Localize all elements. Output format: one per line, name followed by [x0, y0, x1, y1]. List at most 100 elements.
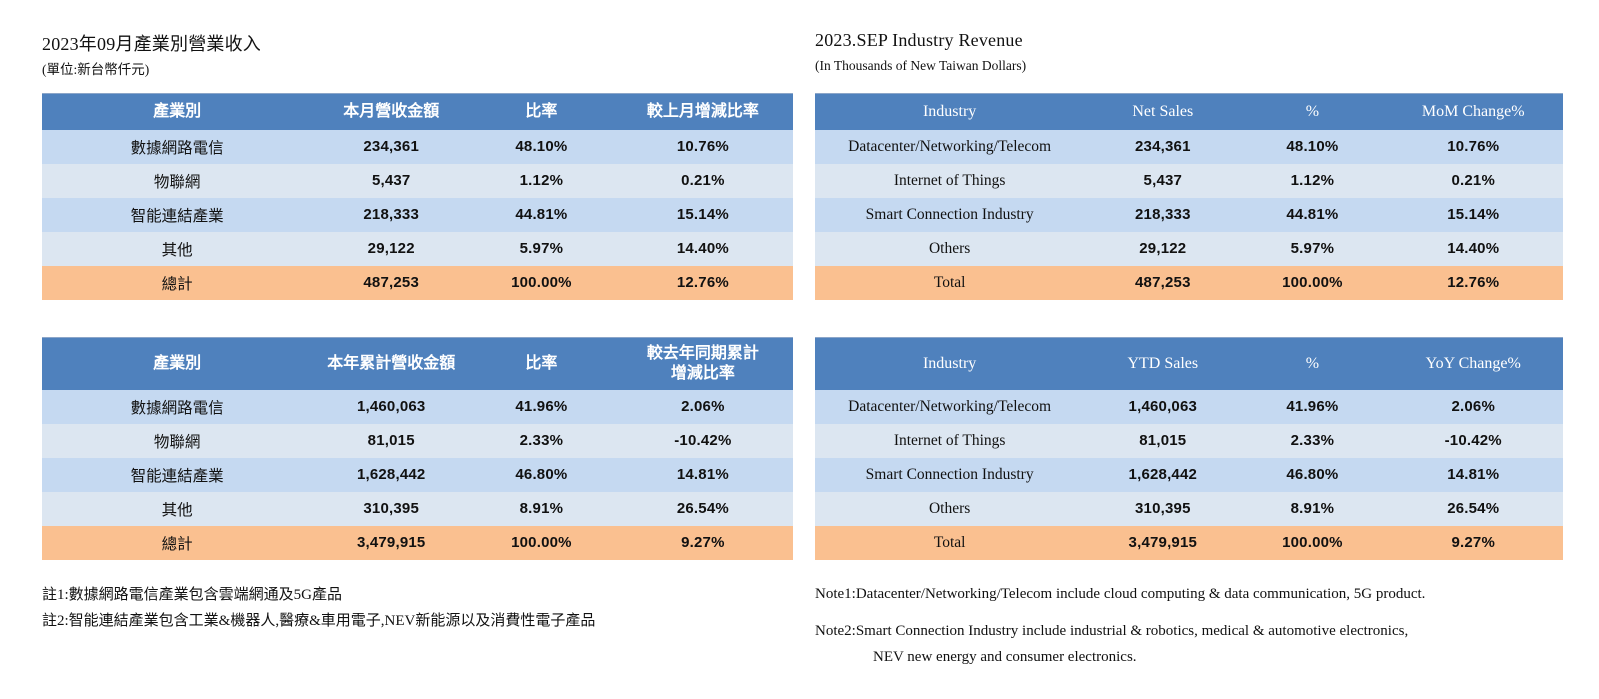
industry-cell: 其他 — [161, 501, 193, 519]
total-row: Total 487,253 100.00% 12.76% — [815, 265, 1563, 300]
industry-cell: 數據網路電信 — [130, 399, 224, 417]
column-header-2: % — [1241, 93, 1384, 130]
table-row: Datacenter/Networking/Telecom 234,361 48.1… — [815, 129, 1563, 164]
report-title-en: 2023.SEP Industry Revenue — [815, 30, 1023, 50]
value-cell: 0.21% — [681, 172, 725, 189]
table-row: Internet of Things 5,437 1.12% 0.21% — [815, 163, 1563, 198]
total-row: Total 3,479,915 100.00% 9.27% — [815, 525, 1563, 560]
value-cell: 1.12% — [1290, 172, 1335, 189]
industry-cell: Others — [928, 239, 971, 257]
column-header-2: 比率 — [470, 93, 613, 130]
value-cell: 14.40% — [676, 240, 729, 257]
value-cell: 41.96% — [1286, 398, 1339, 415]
table-row: 其他 310,395 8.91% 26.54% — [42, 491, 793, 526]
value-cell: 8.91% — [1290, 500, 1335, 517]
value-cell: 14.81% — [1447, 466, 1500, 483]
column-header-1: 本月營收金額 — [312, 93, 471, 130]
table-row: 物聯網 81,015 2.33% -10.42% — [42, 423, 793, 458]
value-cell: 487,253 — [363, 274, 420, 291]
column-header-2: % — [1241, 337, 1384, 390]
report-unit-en: (In Thousands of New Taiwan Dollars) — [815, 58, 1027, 73]
column-header-1: YTD Sales — [1084, 337, 1242, 390]
value-cell: 15.14% — [1447, 206, 1500, 223]
value-cell: 15.14% — [676, 206, 729, 223]
industry-cell: Internet of Things — [893, 431, 1006, 449]
industry-cell: Datacenter/Networking/Telecom — [848, 137, 1052, 155]
table-row: 智能連結產業 1,628,442 46.80% 14.81% — [42, 457, 793, 492]
value-cell: 10.76% — [676, 138, 729, 155]
table-row: 智能連結產業 218,333 44.81% 15.14% — [42, 197, 793, 232]
value-cell: -10.42% — [1444, 432, 1502, 449]
value-cell: 41.96% — [515, 398, 568, 415]
value-cell: 2.33% — [1290, 432, 1335, 449]
value-cell: 9.27% — [1451, 534, 1495, 551]
value-cell: 2.33% — [519, 432, 564, 449]
value-cell: 5,437 — [371, 172, 411, 189]
value-cell: 234,361 — [363, 138, 420, 155]
industry-cell: 智能連結產業 — [130, 467, 224, 485]
monthly-revenue-table-cn: 產業別 本月營收金額 比率 較上月增減比率 數據網路電信 234,361 48.10% 10.… — [42, 93, 793, 300]
industry-cell: Smart Connection Industry — [865, 205, 1034, 223]
value-cell: 2.06% — [1451, 398, 1495, 415]
value-cell: 100.00% — [1282, 534, 1343, 551]
value-cell: 218,333 — [1134, 206, 1191, 223]
table-row: 數據網路電信 1,460,063 41.96% 2.06% — [42, 389, 793, 424]
industry-cell: 數據網路電信 — [130, 139, 224, 157]
column-header-3: 較上月增減比率 — [612, 93, 793, 130]
footnote-2-line1-en: Note2:Smart Connection Industry include … — [815, 623, 1409, 639]
industry-cell: 智能連結產業 — [130, 207, 224, 225]
column-header-3: 較去年同期累計 增減比率 — [612, 337, 793, 390]
industry-cell: Total — [933, 533, 966, 551]
column-header-0: Industry — [815, 337, 1085, 390]
value-cell: 26.54% — [676, 500, 729, 517]
value-cell: 12.76% — [676, 274, 729, 291]
value-cell: 1,460,063 — [356, 398, 426, 415]
value-cell: 3,479,915 — [356, 534, 426, 551]
table-row: Internet of Things 81,015 2.33% -10.42% — [815, 423, 1563, 458]
value-cell: 10.76% — [1447, 138, 1500, 155]
table-row: 物聯網 5,437 1.12% 0.21% — [42, 163, 793, 198]
column-header-1: 本年累計營收金額 — [312, 337, 471, 390]
footnote-2-line2-en: NEV new energy and consumer electronics. — [873, 649, 1137, 665]
footnote-1-cn: 註1:數據網路電信產業包含雲端網通及5G產品 — [42, 587, 343, 603]
report-unit-cn: (單位:新台幣仟元) — [42, 62, 150, 77]
value-cell: 1.12% — [519, 172, 564, 189]
monthly-revenue-table-en: Industry Net Sales% MoM Change% Datacenter/… — [815, 93, 1563, 300]
value-cell: 100.00% — [511, 534, 572, 551]
column-header-1: Net Sales — [1084, 93, 1242, 130]
value-cell: 8.91% — [519, 500, 564, 517]
report-title-cn: 2023年09月產業別營業收入 — [42, 34, 261, 54]
value-cell: 81,015 — [367, 432, 415, 449]
value-cell: 2.06% — [681, 398, 725, 415]
industry-cell: Total — [933, 273, 966, 291]
value-cell: 29,122 — [1139, 240, 1187, 257]
value-cell: 1,460,063 — [1128, 398, 1198, 415]
column-header-0: 產業別 — [42, 337, 313, 390]
value-cell: 14.40% — [1447, 240, 1500, 257]
value-cell: 1,628,442 — [1128, 466, 1198, 483]
industry-cell: Internet of Things — [893, 171, 1006, 189]
industry-cell: 物聯網 — [153, 173, 201, 191]
value-cell: 100.00% — [1282, 274, 1343, 291]
value-cell: 310,395 — [363, 500, 420, 517]
industry-cell: Datacenter/Networking/Telecom — [848, 397, 1052, 415]
table-row: Others 29,122 5.97% 14.40% — [815, 231, 1563, 266]
value-cell: 14.81% — [676, 466, 729, 483]
value-cell: 26.54% — [1447, 500, 1500, 517]
value-cell: 46.80% — [515, 466, 568, 483]
footnote-2-en: Note2:Smart Connection Industry include … — [815, 618, 1408, 670]
value-cell: 5,437 — [1143, 172, 1183, 189]
total-row: 總計 487,253 100.00% 12.76% — [42, 265, 793, 300]
value-cell: 44.81% — [515, 206, 568, 223]
header-row: Industry YTD Sales% YoY Change% — [815, 337, 1563, 390]
value-cell: 48.10% — [1286, 138, 1339, 155]
header-row: 產業別 本月營收金額 比率 較上月增減比率 — [42, 93, 793, 130]
value-cell: 3,479,915 — [1128, 534, 1198, 551]
chinese-report-panel: 2023年09月產業別營業收入 (單位:新台幣仟元) 產業別 本月營收金額 比率 較上… — [42, 0, 793, 699]
table-row: Smart Connection Industry 1,628,442 46.80%… — [815, 457, 1563, 492]
value-cell: 44.81% — [1286, 206, 1339, 223]
ytd-revenue-table-en: Industry YTD Sales% YoY Change% Datacenter/… — [815, 337, 1563, 560]
value-cell: 81,015 — [1139, 432, 1187, 449]
value-cell: 0.21% — [1451, 172, 1495, 189]
value-cell: 46.80% — [1286, 466, 1339, 483]
